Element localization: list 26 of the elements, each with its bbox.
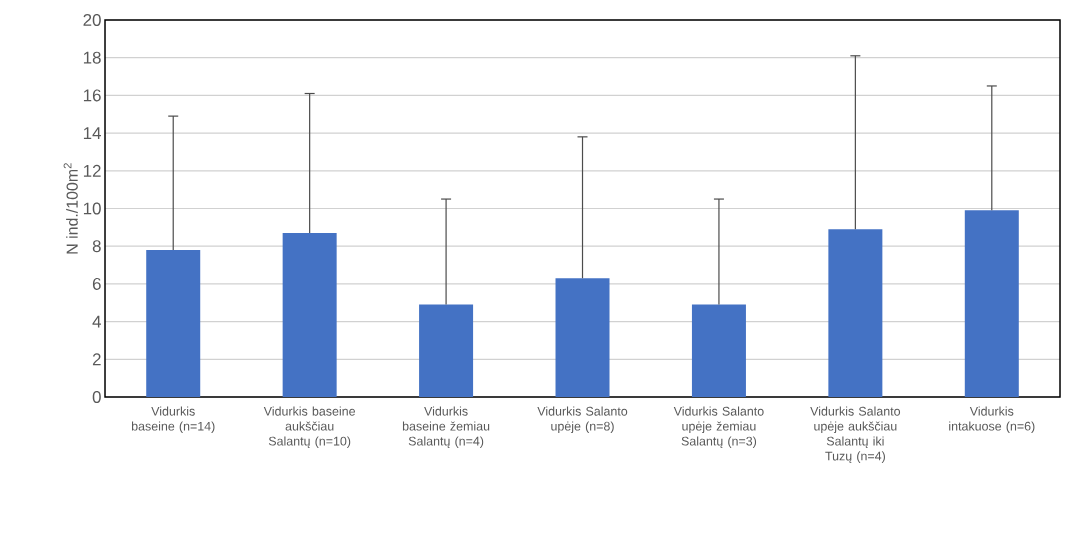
bar [419,304,474,397]
x-tick-label: Vidurkis Salanto upėje žemiau Salantų (n=3) [673,406,764,449]
y-tick-label: 8 [92,240,101,253]
y-tick-label: 14 [83,127,101,139]
bar [282,232,337,397]
x-tick-label: Vidurkis Salanto upėje aukščiau Salantų iki Tuzų (n=4) [810,406,901,463]
bar [828,229,883,397]
y-tick-label: 12 [83,164,101,177]
y-tick-label: 4 [92,315,101,328]
bar [146,249,201,397]
y-tick-label: 16 [83,89,101,102]
y-tick-label: 6 [92,277,101,290]
y-tick-label: 0 [92,390,101,403]
bar [555,278,610,397]
x-tick-label: Vidurkis baseine žemiau Salantų (n=4) [402,406,490,449]
x-tick-label: Vidurkis Salanto upėje (n=8) [537,406,628,434]
x-tick-label: Vidurkis intakuose (n=6) [949,406,1035,434]
y-axis-title: N ind./100m$^{2}$ [63,163,78,254]
x-tick-label: Vidurkis baseine aukščiau Salantų (n=10) [263,406,355,449]
bar [691,304,746,397]
y-tick-label: 10 [83,202,101,215]
x-tick-label: Vidurkis baseine (n=14) [131,406,215,434]
y-tick-label: 20 [83,13,101,26]
bar [964,210,1019,397]
y-tick-label: 2 [92,353,101,366]
y-tick-label: 18 [83,51,101,64]
